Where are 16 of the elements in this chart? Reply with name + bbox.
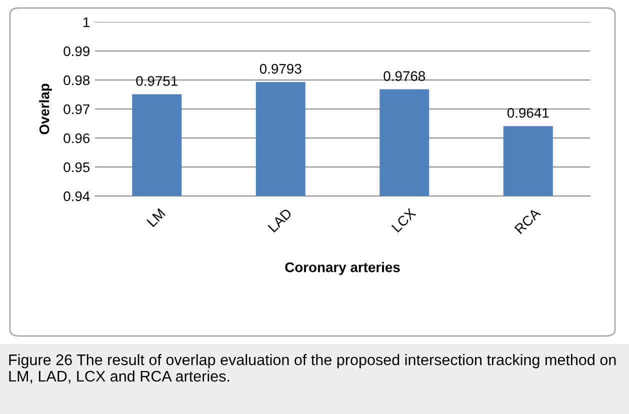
data-label: 0.9751 bbox=[136, 76, 178, 86]
data-label: 0.9793 bbox=[260, 64, 302, 74]
x-axis-title: Coronary arteries bbox=[285, 262, 400, 275]
y-tick-label: 0.94 bbox=[64, 191, 90, 202]
y-tick-label: 0.95 bbox=[64, 162, 90, 172]
y-tick-label: 0.98 bbox=[64, 75, 90, 86]
data-label: 0.9768 bbox=[384, 71, 426, 81]
x-tick-label: LM bbox=[146, 208, 166, 228]
x-tick-label: LAD bbox=[268, 208, 292, 233]
y-axis-title: Overlap bbox=[39, 84, 52, 134]
y-tick-label: 1 bbox=[83, 17, 90, 28]
y-tick-label: 0.96 bbox=[64, 133, 90, 144]
y-tick-label: 0.97 bbox=[64, 104, 90, 114]
caption: Figure 26 The result of overlap evaluation of the proposed intersection tracking method on LM, LAD, LCX and RCA arteries. bbox=[9, 354, 616, 384]
y-tick-label: 0.99 bbox=[64, 46, 90, 56]
data-label: 0.9641 bbox=[507, 108, 549, 118]
